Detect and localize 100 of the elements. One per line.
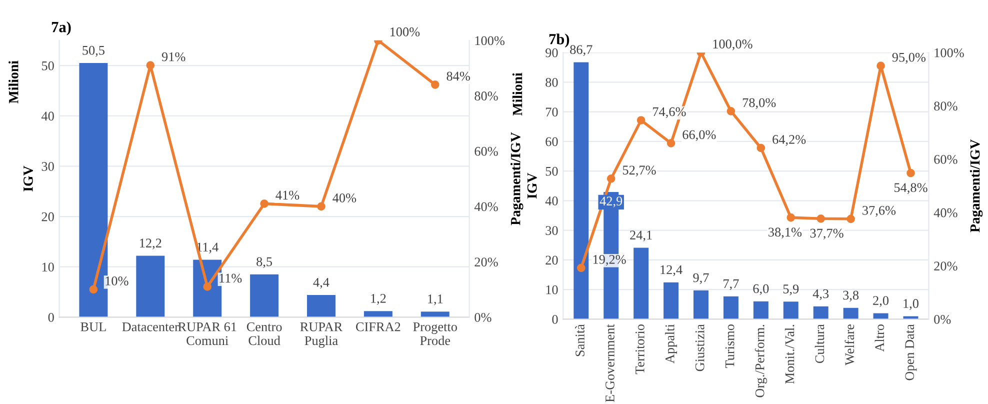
y-tick-label: 90	[546, 48, 558, 58]
point	[636, 116, 646, 124]
data-label: 11%	[220, 274, 242, 283]
y2-tick-label: 0%	[934, 314, 951, 324]
x-tick-label: Sanità	[575, 324, 584, 356]
x-tick-label: RUPAR 61 Comuni	[178, 322, 236, 346]
data-label: 54,8%	[894, 183, 928, 194]
bar	[783, 302, 798, 320]
data-label: 41%	[276, 190, 300, 200]
data-label: 19,2%	[593, 254, 626, 266]
bar	[307, 295, 336, 318]
data-label: 100%	[390, 27, 420, 36]
bar	[843, 308, 858, 320]
y-tick-label: 40	[41, 112, 54, 121]
bar	[723, 296, 738, 320]
y2-tick-label: 60%	[474, 146, 498, 156]
data-label: 37,6%	[862, 206, 896, 217]
text: Milioni	[8, 60, 18, 104]
bar	[813, 306, 828, 320]
x-tick-label: Monit./Val.	[784, 324, 794, 384]
y2-tick-label: 100%	[475, 36, 504, 46]
data-label: 3,8	[843, 290, 859, 302]
point	[606, 174, 616, 183]
y2-tick-label: 40%	[934, 208, 958, 218]
x-tick-label: Datacenter	[122, 322, 179, 332]
y-tick-label: 20	[546, 256, 558, 265]
x-tick-label: CIFRA2	[356, 322, 400, 332]
point	[726, 107, 736, 116]
data-label: 66,0%	[682, 130, 716, 142]
y-axis-title: IGV	[527, 172, 537, 198]
data-label: 12,2	[140, 238, 162, 250]
data-label: 40%	[332, 193, 356, 202]
x-tick-label: Org./Perform.	[754, 324, 767, 398]
data-label: 1,1	[428, 294, 443, 306]
data-label: 38,1%	[768, 228, 802, 238]
data-label: 1,0	[904, 299, 918, 310]
y-tick-label: 30	[42, 162, 54, 171]
y-tick-label: 40	[545, 196, 558, 206]
bar	[873, 313, 888, 320]
data-label: 12,4	[660, 265, 682, 276]
x-tick-label: Altro	[874, 324, 884, 352]
bar	[420, 312, 450, 318]
point	[816, 214, 826, 223]
x-tick-label: RUPAR Puglia	[300, 322, 343, 348]
y-tick-label: 60	[546, 137, 558, 146]
chart-title: 7b)	[549, 34, 570, 48]
bar	[664, 282, 679, 320]
point	[146, 61, 155, 70]
bar	[634, 248, 649, 320]
x-tick-label: Giustizia	[695, 324, 704, 372]
bar	[136, 256, 165, 318]
bar	[364, 311, 392, 318]
data-label: 42,9	[600, 196, 622, 208]
x-tick-label: Progetto Prode	[413, 322, 457, 346]
y2-tick-label: 20%	[474, 258, 498, 267]
x-tick-label: E-Government	[606, 324, 614, 402]
x-tick-label: Open Data	[905, 324, 917, 380]
bar	[753, 301, 768, 320]
data-label: 50,5	[82, 46, 104, 57]
data-label: 4,4	[313, 278, 330, 289]
y-tick-label: 50	[42, 61, 54, 70]
data-label: 74,6%	[653, 107, 686, 118]
y-tick-label: 0	[48, 312, 54, 322]
y-tick-label: 50	[546, 166, 558, 176]
y-axis-title: IGV	[24, 166, 33, 192]
y2-tick-label: 40%	[474, 202, 498, 212]
bar	[694, 290, 708, 320]
data-label: 78,0%	[742, 98, 776, 110]
x-tick-label: Cultura	[814, 324, 824, 364]
data-label: 5,9	[783, 284, 799, 296]
data-label: 52,7%	[622, 166, 656, 176]
y2-axis-title: Pagamenti/IGV	[970, 139, 983, 232]
bar	[250, 274, 279, 318]
point	[203, 282, 212, 291]
data-label: 64,2%	[772, 135, 806, 146]
y2-tick-label: 20%	[934, 262, 958, 271]
point	[666, 139, 676, 148]
x-tick-label: BUL	[80, 322, 106, 332]
x-tick-label: Turismo	[725, 324, 734, 368]
y-tick-label: 20	[42, 212, 54, 222]
point	[430, 80, 440, 89]
data-label: 10%	[106, 276, 128, 286]
data-label: 86,7	[570, 45, 592, 56]
data-label: 4,3	[812, 289, 829, 300]
point	[260, 200, 268, 208]
data-label: 2,0	[873, 296, 889, 307]
x-tick-label: Welfare	[844, 324, 854, 366]
text: Milioni	[512, 72, 522, 116]
x-tick-label: Centro Cloud	[246, 322, 282, 346]
data-label: 6,0	[753, 284, 769, 296]
x-tick-label: Appalti	[665, 324, 678, 364]
y-tick-label: 0	[552, 314, 558, 324]
chart-title: 7a)	[52, 21, 71, 36]
y-tick-label: 10	[42, 262, 54, 272]
y-tick-label: 70	[546, 108, 558, 116]
data-label: 95,0%	[892, 52, 926, 64]
point	[317, 202, 326, 211]
data-label: 8,5	[256, 257, 272, 268]
data-label: 9,7	[693, 273, 709, 284]
data-label: 37,7%	[810, 228, 844, 240]
